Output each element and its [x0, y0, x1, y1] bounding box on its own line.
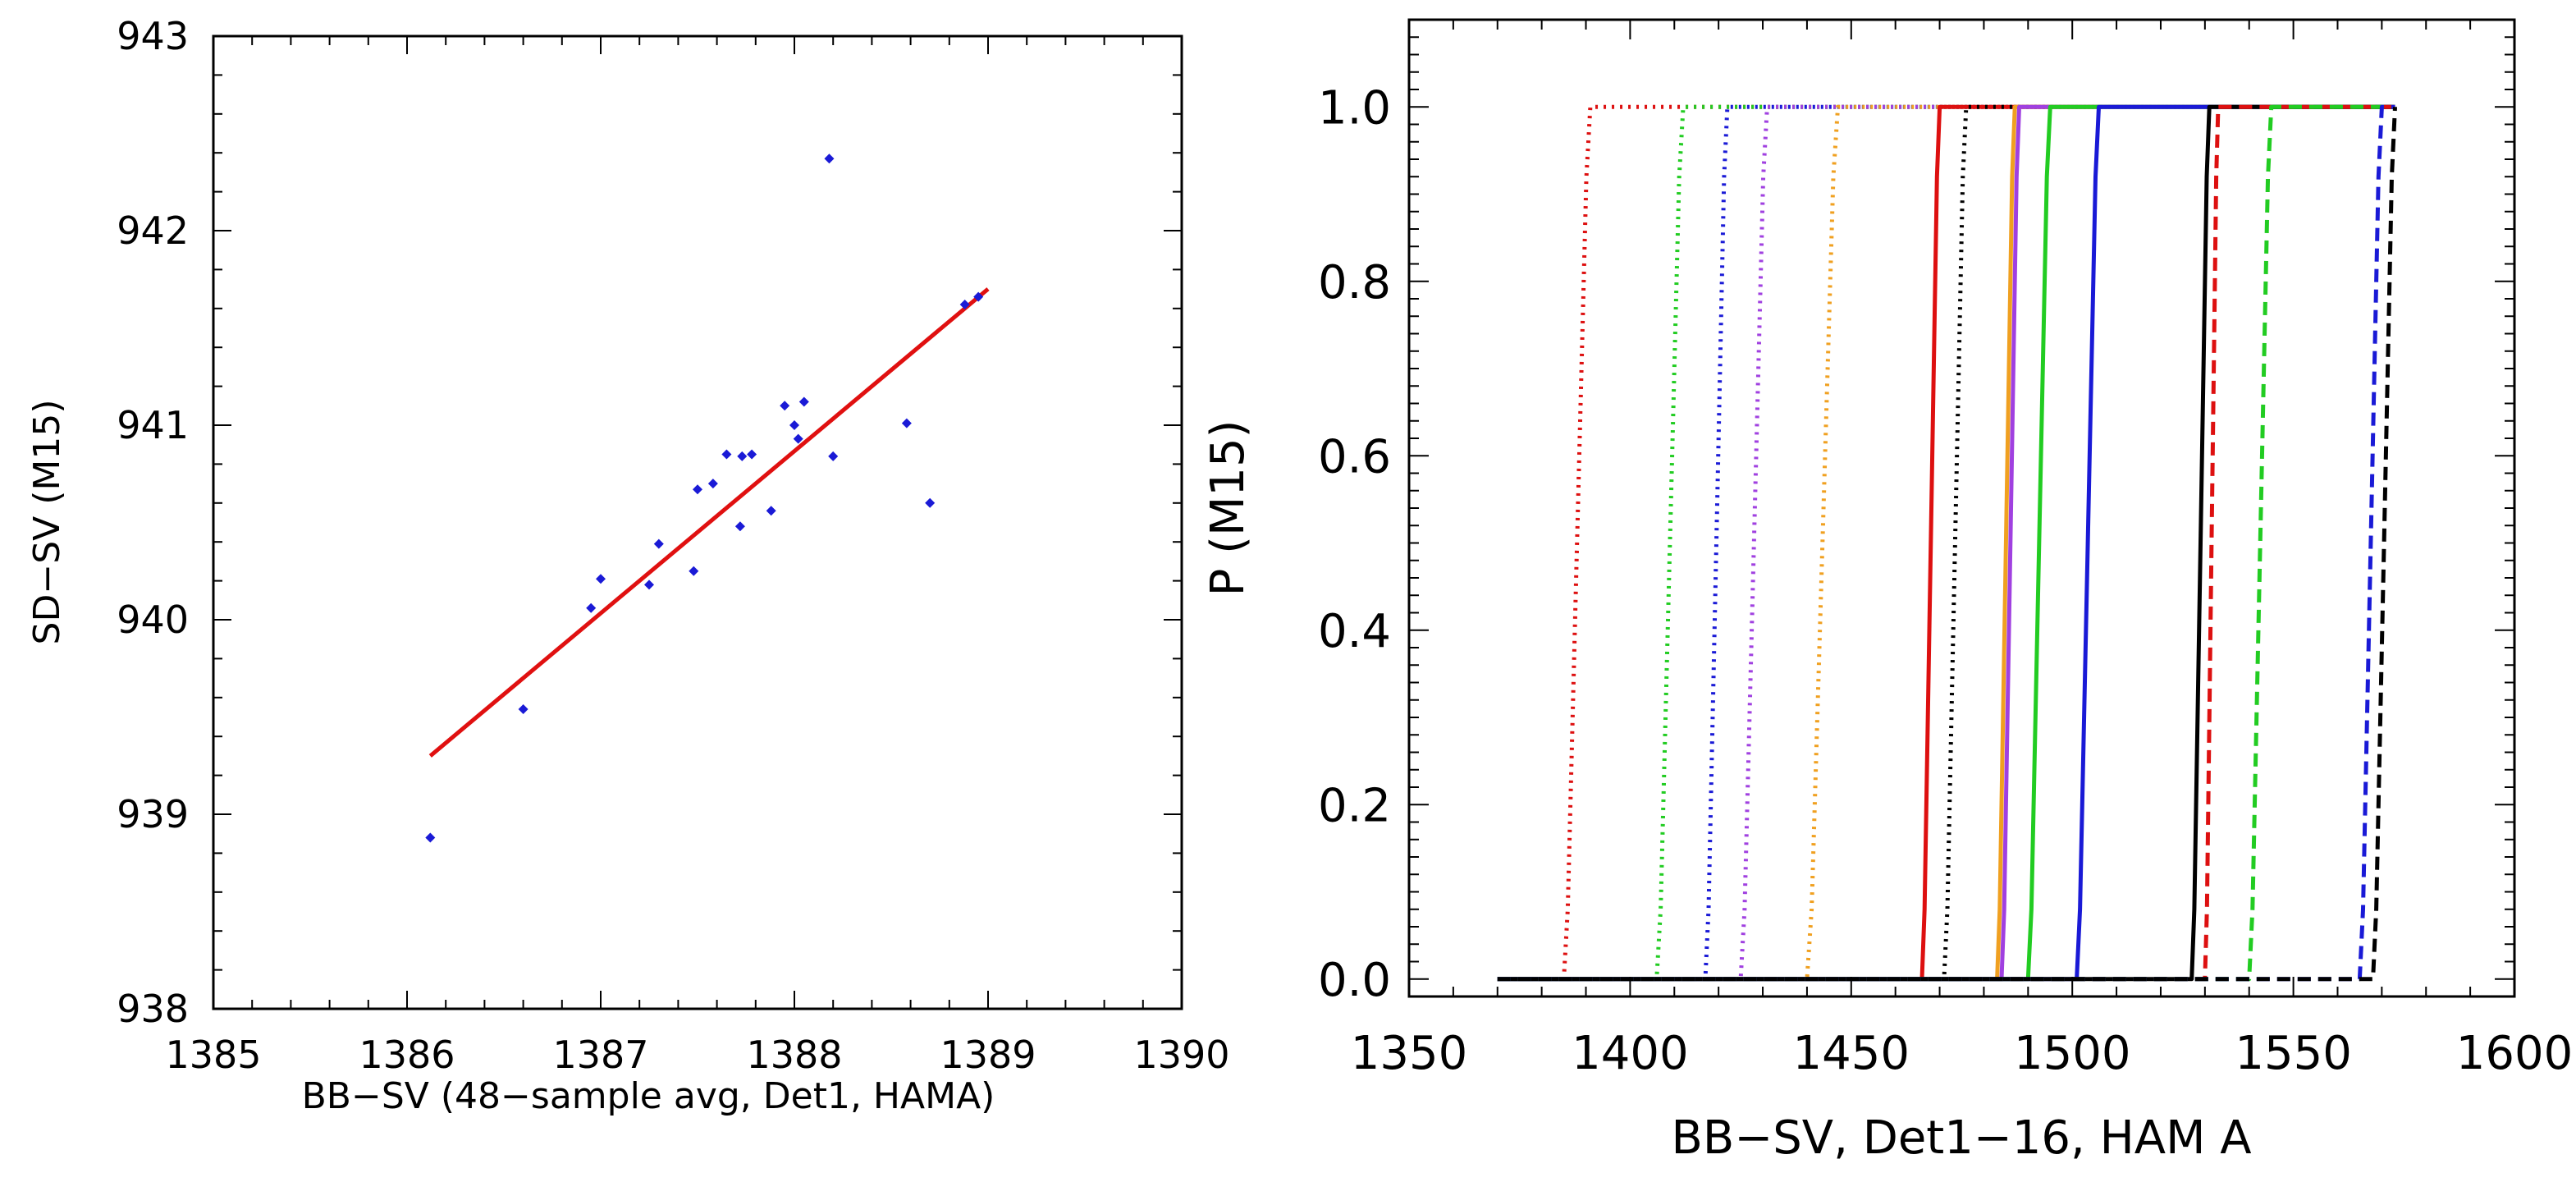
series-line-det-dotted-purple [1497, 104, 2395, 982]
scatter-point [747, 449, 757, 460]
scatter-point [737, 451, 748, 461]
series-line-det-solid-orange [1497, 104, 2395, 982]
series-line-det-dashed-green [1497, 104, 2395, 982]
x-tick-label: 1385 [165, 1033, 261, 1077]
scatter-point [653, 538, 664, 549]
series-line-det-dotted-orange [1497, 104, 2395, 982]
y-tick-label: 1.0 [1318, 81, 1391, 135]
x-tick-label: 1388 [746, 1033, 842, 1077]
scatter-point [586, 602, 597, 613]
probability-panel: 1350 1400 1450 1500 1550 1600 0.0 0.2 0.4 0.6 0.8 1… [1201, 18, 2574, 1165]
scatter-point [828, 451, 839, 461]
scatter-point [766, 506, 776, 516]
scatter-plot-area [425, 153, 990, 843]
probability-plot-area [1497, 104, 2397, 982]
scatter-point [959, 300, 970, 310]
scatter-point [689, 566, 699, 576]
y-tick-label: 938 [117, 987, 189, 1031]
scatter-point [824, 153, 835, 164]
y-tick-label: 0.2 [1318, 779, 1391, 832]
x-tick-label: 1600 [2456, 1027, 2574, 1080]
y-tick-label: 0.6 [1318, 430, 1391, 483]
y-tick-label: 941 [117, 403, 189, 447]
scatter-point [793, 433, 803, 444]
y-tick-label: 0.4 [1318, 605, 1391, 658]
series-line-det-solid-red [1497, 104, 2395, 982]
scatter-point [901, 418, 912, 428]
x-tick-label: 1387 [552, 1033, 648, 1077]
probability-axes-frame [1407, 18, 2516, 998]
scatter-point [644, 580, 654, 590]
x-tick-label: 1550 [2235, 1027, 2352, 1080]
x-tick-label: 1390 [1133, 1033, 1229, 1077]
y-tick-label: 0.0 [1318, 954, 1391, 1007]
x-tick-label: 1400 [1572, 1027, 1689, 1080]
x-tick-label: 1350 [1351, 1027, 1468, 1080]
probability-y-axis-label: P (M15) [1201, 420, 1255, 597]
series-line-det-dotted-red [1497, 104, 2395, 982]
scatter-point [721, 449, 732, 460]
x-tick-label: 1386 [359, 1033, 455, 1077]
y-tick-label: 939 [117, 792, 189, 836]
y-tick-label: 943 [117, 14, 189, 58]
series-line-det-dashed-red [1497, 104, 2395, 982]
scatter-axes-frame [212, 34, 1183, 1010]
scatter-panel: 1385 1386 1387 1388 1389 1390 938 939 940 941 942 9… [26, 14, 1230, 1117]
series-line-det-solid-black [1497, 104, 2395, 982]
x-tick-label: 1500 [2014, 1027, 2131, 1080]
scatter-point [707, 479, 718, 489]
probability-axis-ticks: 1350 1400 1450 1500 1550 1600 0.0 0.2 0.4 0.6 0.8 1… [1318, 19, 2574, 1080]
scatter-point [780, 401, 790, 411]
scatter-x-axis-label: BB−SV (48−sample avg, Det1, HAMA) [302, 1075, 995, 1117]
series-line-det-solid-blue [1497, 104, 2395, 982]
scatter-point [425, 832, 436, 843]
scatter-point [693, 484, 702, 495]
series-line-det-dashed-blue [1497, 104, 2395, 982]
x-tick-label: 1389 [940, 1033, 1036, 1077]
series-line-det-dotted-black [1497, 104, 2395, 982]
probability-x-axis-label: BB−SV, Det1−16, HAM A [1672, 1111, 2252, 1165]
scatter-point [925, 497, 936, 508]
scatter-point [789, 420, 799, 430]
scatter-point [734, 521, 745, 532]
series-line-det-solid-purple [1497, 104, 2395, 982]
x-tick-label: 1450 [1793, 1027, 1910, 1080]
y-tick-label: 0.8 [1318, 256, 1391, 309]
series-line-det-dashed-black [1497, 107, 2397, 982]
scatter-point [518, 704, 528, 715]
series-line-det-dotted-blue [1497, 104, 2395, 982]
series-line-det-dotted-green [1497, 104, 2395, 982]
series-line-det-solid-green [1497, 104, 2395, 982]
y-tick-label: 942 [117, 208, 189, 253]
scatter-axis-ticks: 1385 1386 1387 1388 1389 1390 938 939 940 941 942 9… [117, 14, 1229, 1077]
scatter-y-axis-label: SD−SV (M15) [26, 400, 68, 645]
scatter-point [798, 396, 809, 407]
y-tick-label: 940 [117, 598, 189, 642]
scatter-point [973, 291, 984, 302]
scatter-point [596, 574, 606, 584]
fit-line [428, 287, 990, 758]
